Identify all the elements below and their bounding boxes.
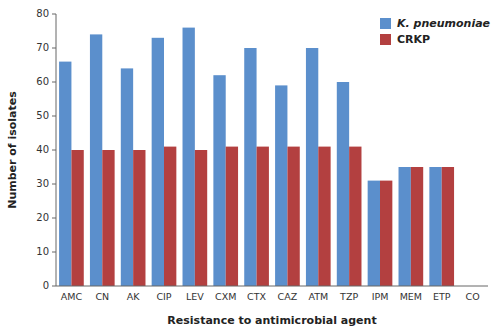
bar [71, 150, 83, 286]
x-tick-label: AK [127, 291, 140, 302]
legend-swatch [380, 34, 391, 45]
bar [349, 147, 361, 286]
bar [164, 147, 176, 286]
bar [213, 75, 225, 286]
bar [90, 34, 102, 286]
x-tick-label: CN [95, 291, 109, 302]
y-tick [52, 14, 56, 15]
y-tick [52, 184, 56, 185]
x-tick-label: IPM [372, 291, 389, 302]
y-tick [52, 150, 56, 151]
x-tick-label: AMC [61, 291, 83, 302]
bar [411, 167, 423, 286]
bar [380, 181, 392, 286]
legend-swatch [380, 18, 391, 29]
bar [121, 68, 133, 286]
bar [442, 167, 454, 286]
y-tick-label: 80 [36, 8, 49, 19]
bar [102, 150, 114, 286]
y-tick-label: 30 [36, 178, 49, 189]
bar [306, 48, 318, 286]
x-axis-line [56, 286, 488, 287]
x-tick-label: ETP [433, 291, 451, 302]
y-tick-label: 10 [36, 246, 49, 257]
legend-label: K. pneumoniae [397, 17, 491, 30]
bar [152, 38, 164, 286]
y-tick [52, 286, 56, 287]
y-tick [52, 82, 56, 83]
bar [183, 28, 195, 286]
bar [368, 181, 380, 286]
x-tick-label: CTX [247, 291, 266, 302]
bar [275, 85, 287, 286]
x-axis-label: Resistance to antimicrobial agent [167, 314, 376, 327]
x-tick-label: CAZ [278, 291, 298, 302]
bar [429, 167, 441, 286]
y-tick-label: 60 [36, 76, 49, 87]
x-tick-label: CIP [156, 291, 171, 302]
legend: K. pneumoniae CRKP [380, 17, 491, 46]
x-tick-label: CXM [215, 291, 236, 302]
bar [399, 167, 411, 286]
y-tick-label: 0 [43, 280, 49, 291]
bar [226, 147, 238, 286]
y-tick-label: 40 [36, 144, 49, 155]
bar [133, 150, 145, 286]
y-tick [52, 218, 56, 219]
y-tick-label: 70 [36, 42, 49, 53]
y-tick [52, 48, 56, 49]
bar [337, 82, 349, 286]
x-tick-label: CO [466, 291, 480, 302]
bar [318, 147, 330, 286]
y-tick [52, 252, 56, 253]
x-tick-label: MEM [400, 291, 422, 302]
bar [244, 48, 256, 286]
y-tick-label: 50 [36, 110, 49, 121]
bars [59, 28, 454, 286]
x-tick-label: LEV [186, 291, 204, 302]
x-tick-label: ATM [308, 291, 328, 302]
y-tick [52, 116, 56, 117]
chart: 0 10 20 30 40 50 60 70 80 AMC CN AK CIP LEV CXM CTX CAZ A… [0, 0, 500, 336]
bar [195, 150, 207, 286]
y-tick-label: 20 [36, 212, 49, 223]
bar [59, 62, 71, 286]
legend-label: CRKP [397, 33, 430, 46]
y-axis-label: Number of isolates [6, 91, 19, 209]
x-tick-label: TZP [339, 291, 358, 302]
bar [287, 147, 299, 286]
bar [257, 147, 269, 286]
